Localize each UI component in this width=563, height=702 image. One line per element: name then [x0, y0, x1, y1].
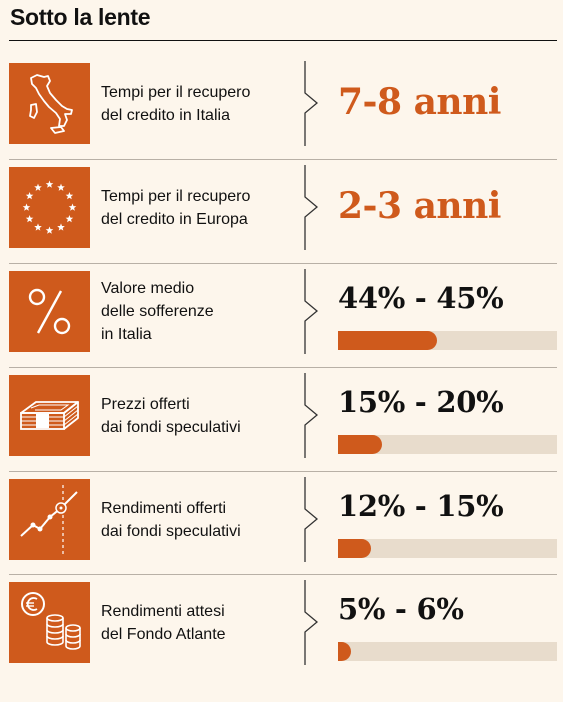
eu-star	[65, 192, 74, 200]
eu-stars-icon	[9, 167, 90, 248]
italy-map-icon	[9, 63, 90, 144]
row-divider	[9, 574, 557, 575]
eu-star	[25, 215, 34, 223]
eu-star	[22, 203, 31, 211]
bar-fill	[338, 435, 382, 454]
eu-star	[45, 180, 54, 188]
chevron-separator	[304, 373, 319, 458]
eu-star	[25, 192, 34, 200]
eu-star	[34, 183, 42, 191]
trend-chart-icon	[9, 479, 90, 560]
value-text: 5% - 6%	[338, 592, 464, 626]
row-label: Rendimenti attesi del Fondo Atlante	[101, 602, 226, 643]
row-divider	[9, 263, 557, 264]
eu-star	[34, 223, 42, 231]
bar-track	[338, 539, 557, 558]
chevron-separator	[304, 165, 319, 250]
row-divider	[9, 367, 557, 368]
title-divider	[9, 40, 557, 41]
bar-fill	[338, 331, 437, 350]
row-recupero-italia: Tempi per il recupero del credito in Ita…	[9, 61, 557, 167]
page-title: Sotto la lente	[10, 4, 151, 30]
chevron-separator	[304, 61, 319, 146]
value-text: 15% - 20%	[338, 385, 504, 419]
row-label: Tempi per il recupero del credito in Ita…	[101, 83, 251, 124]
row-label: Rendimenti offerti dai fondi speculativi	[101, 499, 241, 540]
percent-icon	[9, 271, 90, 352]
row-label: Prezzi offerti dai fondi speculativi	[101, 395, 241, 436]
chevron-separator	[304, 580, 319, 665]
eu-star	[57, 223, 65, 231]
value-text: 2-3 anni	[338, 185, 501, 227]
row-label: Valore medio delle sofferenze in Italia	[101, 280, 214, 343]
row-divider	[9, 159, 557, 160]
row-sofferenze: Valore medio delle sofferenze in Italia …	[9, 263, 557, 375]
bar-track	[338, 642, 557, 661]
row-label: Tempi per il recupero del credito in Eur…	[101, 187, 251, 228]
bar-track	[338, 435, 557, 454]
row-fondo-atlante: Rendimenti attesi del Fondo Atlante 5% -…	[9, 574, 557, 686]
bar-fill	[338, 642, 352, 661]
row-divider	[9, 471, 557, 472]
eu-star	[65, 215, 74, 223]
chevron-separator	[304, 477, 319, 562]
eu-star	[57, 183, 65, 191]
eu-star	[68, 203, 77, 211]
row-recupero-europa: Tempi per il recupero del credito in Eur…	[9, 159, 557, 271]
value-text: 7-8 anni	[338, 81, 501, 123]
bar-fill	[338, 539, 371, 558]
row-rendimenti-offerti: Rendimenti offerti dai fondi speculativi…	[9, 471, 557, 583]
row-prezzi-offerti: Prezzi offerti dai fondi speculativi 15%…	[9, 367, 557, 479]
value-text: 12% - 15%	[338, 489, 504, 523]
value-text: 44% - 45%	[338, 281, 504, 315]
banknotes-icon	[9, 375, 90, 456]
euro-coins-icon	[9, 582, 90, 663]
eu-star	[45, 226, 54, 234]
bar-track	[338, 331, 557, 350]
chevron-separator	[304, 269, 319, 354]
